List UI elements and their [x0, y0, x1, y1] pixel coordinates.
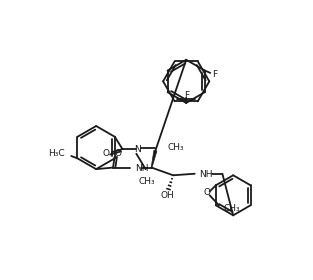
Polygon shape	[151, 150, 157, 168]
Text: O: O	[102, 149, 109, 158]
Text: H₃C: H₃C	[49, 149, 65, 158]
Text: OH: OH	[160, 191, 174, 200]
Text: N: N	[134, 144, 141, 154]
Text: NH: NH	[199, 170, 212, 179]
Text: CH₃: CH₃	[223, 204, 240, 213]
Text: CH₃: CH₃	[167, 143, 184, 152]
Text: O: O	[114, 149, 121, 158]
Text: O: O	[204, 188, 211, 197]
Text: CH₃: CH₃	[139, 177, 156, 186]
Text: F: F	[212, 70, 218, 79]
Text: F: F	[184, 91, 189, 100]
Text: NH: NH	[136, 164, 149, 173]
